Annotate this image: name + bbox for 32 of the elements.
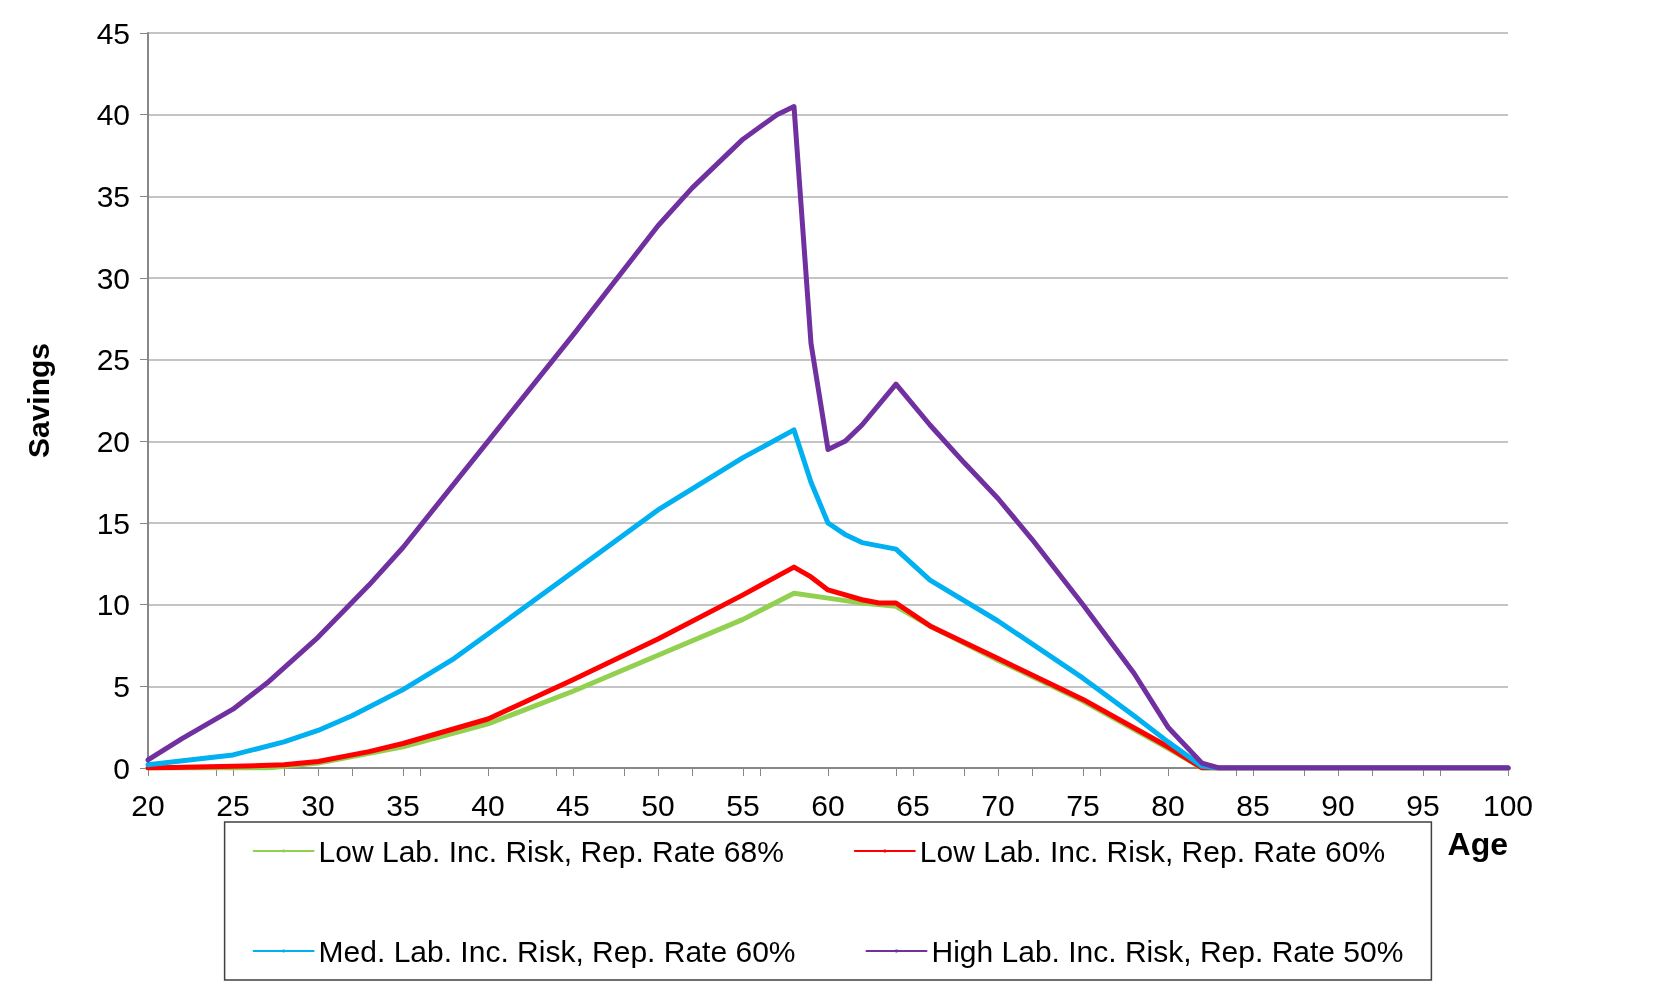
x-tick-label: 30 <box>301 788 335 822</box>
legend-label: Low Lab. Inc. Risk, Rep. Rate 60% <box>919 834 1386 868</box>
y-axis-title: Savings <box>21 342 55 459</box>
legend-label: High Lab. Inc. Risk, Rep. Rate 50% <box>931 934 1404 968</box>
x-tick-label: 80 <box>1151 788 1185 822</box>
legend-label: Med. Lab. Inc. Risk, Rep. Rate 60% <box>318 934 796 968</box>
x-tick-label: 85 <box>1236 788 1270 822</box>
x-tick-label: 55 <box>726 788 760 822</box>
x-tick-label: 60 <box>811 788 845 822</box>
y-tick-label: 20 <box>96 424 130 458</box>
y-tick-label: 45 <box>96 16 130 50</box>
y-tick-label: 15 <box>96 506 130 540</box>
y-tick-label: 25 <box>96 343 130 377</box>
x-tick-label: 90 <box>1321 788 1355 822</box>
x-axis-title: Age <box>1447 826 1508 862</box>
y-tick-label: 0 <box>113 751 130 785</box>
x-tick-label: 25 <box>216 788 250 822</box>
x-tick-label: 45 <box>556 788 590 822</box>
y-tick-label: 40 <box>96 98 130 132</box>
y-tick-label: 30 <box>96 261 130 295</box>
x-tick-label: 95 <box>1406 788 1440 822</box>
x-tick-label: 75 <box>1066 788 1100 822</box>
y-tick-label: 35 <box>96 179 130 213</box>
y-tick-label: 5 <box>113 669 130 703</box>
y-tick-label: 10 <box>96 588 130 622</box>
legend-label: Low Lab. Inc. Risk, Rep. Rate 68% <box>318 834 784 868</box>
x-tick-label: 50 <box>641 788 675 822</box>
x-tick-label: 40 <box>471 788 505 822</box>
x-tick-label: 70 <box>981 788 1015 822</box>
x-tick-label: 35 <box>386 788 420 822</box>
x-tick-label: 100 <box>1482 788 1534 822</box>
x-tick-label: 65 <box>896 788 930 822</box>
